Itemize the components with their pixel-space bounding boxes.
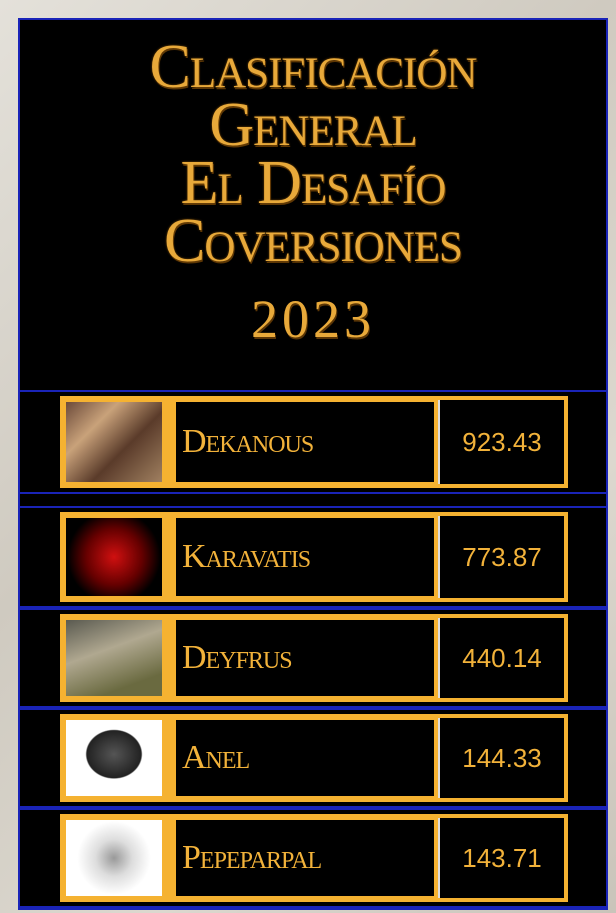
player-name: Pepeparpal (174, 818, 436, 898)
entry-card: Pepeparpal 143.71 (60, 814, 568, 902)
score: 440.14 (438, 618, 564, 698)
score: 144.33 (438, 718, 564, 798)
table-row: Deyfrus 440.14 (20, 608, 606, 708)
avatar (66, 720, 162, 796)
score: 143.71 (438, 818, 564, 898)
title-line: Clasificación (149, 33, 478, 101)
score: 773.87 (438, 516, 564, 598)
year: 2023 (251, 289, 375, 349)
avatar (66, 620, 162, 696)
table-row: Anel 144.33 (20, 708, 606, 808)
entry-card: Karavatis 773.87 (60, 512, 568, 602)
player-name: Deyfrus (174, 618, 436, 698)
entry-card: Dekanous 923.43 (60, 396, 568, 488)
table-row: Karavatis 773.87 (20, 506, 606, 608)
title: Clasificación General El Desafío Coversione… (20, 20, 606, 275)
header: Clasificación General El Desafío Coversione… (20, 20, 606, 390)
avatar (66, 820, 162, 896)
player-name: Karavatis (174, 516, 436, 598)
player-name: Anel (174, 718, 436, 798)
avatar (66, 402, 162, 482)
title-line: El Desafío (180, 149, 447, 217)
table-row: Dekanous 923.43 (20, 390, 606, 494)
title-line: General (209, 91, 417, 159)
title-line: Coversiones (164, 207, 463, 275)
leaderboard-panel: Clasificación General El Desafío Coversione… (18, 18, 608, 910)
table-row: Pepeparpal 143.71 (20, 808, 606, 908)
player-name: Dekanous (174, 400, 436, 484)
entry-card: Anel 144.33 (60, 714, 568, 802)
entry-card: Deyfrus 440.14 (60, 614, 568, 702)
score: 923.43 (438, 400, 564, 484)
avatar (66, 518, 162, 596)
